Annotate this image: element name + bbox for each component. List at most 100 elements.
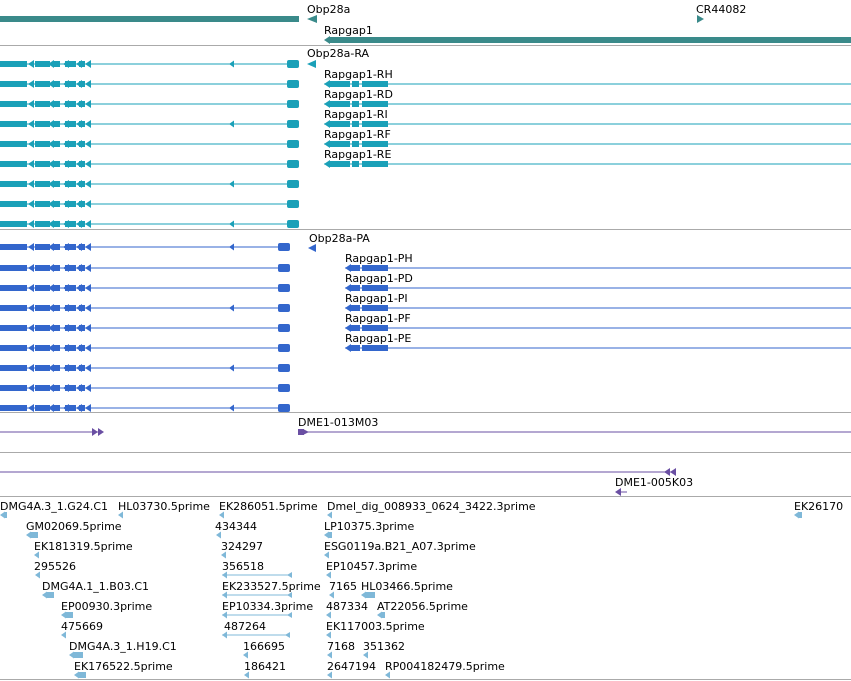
exon-block[interactable] bbox=[287, 200, 299, 208]
exon-block[interactable] bbox=[350, 285, 360, 291]
exon-block[interactable] bbox=[0, 325, 27, 331]
exon-block[interactable] bbox=[53, 405, 60, 411]
exon-block[interactable] bbox=[287, 100, 299, 108]
exon-block[interactable] bbox=[65, 345, 76, 351]
clone-bar[interactable] bbox=[298, 429, 304, 435]
exon-block[interactable] bbox=[0, 161, 27, 167]
exon-block[interactable] bbox=[35, 345, 50, 351]
left-arrow-icon[interactable] bbox=[307, 15, 317, 23]
exon-block[interactable] bbox=[65, 201, 76, 207]
exon-block[interactable] bbox=[350, 265, 360, 271]
exon-block[interactable] bbox=[362, 81, 388, 87]
est-block[interactable] bbox=[79, 672, 86, 678]
exon-block[interactable] bbox=[278, 404, 290, 412]
exon-block[interactable] bbox=[53, 244, 60, 250]
exon-block[interactable] bbox=[287, 220, 299, 228]
exon-block[interactable] bbox=[330, 81, 350, 87]
est-block[interactable] bbox=[329, 532, 332, 538]
exon-block[interactable] bbox=[53, 181, 60, 187]
exon-block[interactable] bbox=[65, 141, 76, 147]
exon-block[interactable] bbox=[0, 244, 27, 250]
exon-block[interactable] bbox=[35, 305, 50, 311]
exon-block[interactable] bbox=[0, 221, 27, 227]
est-block[interactable] bbox=[799, 512, 802, 518]
exon-block[interactable] bbox=[0, 101, 27, 107]
exon-block[interactable] bbox=[65, 305, 76, 311]
exon-block[interactable] bbox=[0, 81, 27, 87]
exon-block[interactable] bbox=[0, 121, 27, 127]
exon-block[interactable] bbox=[65, 244, 76, 250]
exon-block[interactable] bbox=[278, 243, 290, 251]
exon-block[interactable] bbox=[65, 221, 76, 227]
exon-block[interactable] bbox=[35, 61, 50, 67]
exon-block[interactable] bbox=[362, 305, 388, 311]
exon-block[interactable] bbox=[0, 285, 27, 291]
exon-block[interactable] bbox=[53, 81, 60, 87]
exon-block[interactable] bbox=[362, 101, 388, 107]
exon-block[interactable] bbox=[35, 201, 50, 207]
exon-block[interactable] bbox=[65, 181, 76, 187]
exon-block[interactable] bbox=[278, 364, 290, 372]
exon-block[interactable] bbox=[53, 345, 60, 351]
exon-block[interactable] bbox=[330, 161, 350, 167]
exon-block[interactable] bbox=[330, 121, 350, 127]
est-block[interactable] bbox=[47, 592, 54, 598]
exon-block[interactable] bbox=[65, 325, 76, 331]
exon-block[interactable] bbox=[65, 121, 76, 127]
exon-block[interactable] bbox=[53, 305, 60, 311]
exon-block[interactable] bbox=[53, 265, 60, 271]
exon-block[interactable] bbox=[35, 221, 50, 227]
exon-block[interactable] bbox=[362, 141, 388, 147]
est-block[interactable] bbox=[74, 652, 83, 658]
exon-block[interactable] bbox=[0, 141, 27, 147]
exon-block[interactable] bbox=[65, 265, 76, 271]
right-arrow-icon[interactable] bbox=[697, 15, 704, 23]
exon-block[interactable] bbox=[35, 141, 50, 147]
exon-block[interactable] bbox=[35, 265, 50, 271]
exon-block[interactable] bbox=[278, 284, 290, 292]
exon-block[interactable] bbox=[35, 285, 50, 291]
est-block[interactable] bbox=[366, 592, 375, 598]
exon-block[interactable] bbox=[0, 365, 27, 371]
exon-block[interactable] bbox=[287, 80, 299, 88]
est-block[interactable] bbox=[66, 612, 73, 618]
exon-block[interactable] bbox=[0, 181, 27, 187]
exon-block[interactable] bbox=[352, 161, 359, 167]
exon-block[interactable] bbox=[350, 305, 360, 311]
exon-block[interactable] bbox=[53, 101, 60, 107]
exon-block[interactable] bbox=[65, 405, 76, 411]
exon-block[interactable] bbox=[278, 384, 290, 392]
est-block[interactable] bbox=[382, 612, 385, 618]
exon-block[interactable] bbox=[352, 141, 359, 147]
exon-block[interactable] bbox=[362, 121, 388, 127]
exon-block[interactable] bbox=[0, 201, 27, 207]
exon-block[interactable] bbox=[65, 161, 76, 167]
exon-block[interactable] bbox=[35, 365, 50, 371]
exon-block[interactable] bbox=[53, 325, 60, 331]
exon-block[interactable] bbox=[65, 365, 76, 371]
exon-block[interactable] bbox=[287, 140, 299, 148]
exon-block[interactable] bbox=[35, 101, 50, 107]
exon-block[interactable] bbox=[362, 325, 388, 331]
exon-block[interactable] bbox=[0, 305, 27, 311]
exon-block[interactable] bbox=[65, 285, 76, 291]
exon-block[interactable] bbox=[53, 141, 60, 147]
exon-block[interactable] bbox=[362, 285, 388, 291]
exon-block[interactable] bbox=[35, 81, 50, 87]
exon-block[interactable] bbox=[330, 101, 350, 107]
exon-block[interactable] bbox=[65, 385, 76, 391]
exon-block[interactable] bbox=[53, 385, 60, 391]
exon-block[interactable] bbox=[352, 101, 359, 107]
exon-block[interactable] bbox=[53, 161, 60, 167]
exon-block[interactable] bbox=[53, 121, 60, 127]
exon-block[interactable] bbox=[53, 201, 60, 207]
exon-block[interactable] bbox=[362, 161, 388, 167]
exon-block[interactable] bbox=[53, 221, 60, 227]
exon-block[interactable] bbox=[362, 265, 388, 271]
exon-block[interactable] bbox=[65, 81, 76, 87]
exon-block[interactable] bbox=[352, 81, 359, 87]
exon-block[interactable] bbox=[362, 345, 388, 351]
exon-block[interactable] bbox=[0, 265, 27, 271]
exon-block[interactable] bbox=[278, 344, 290, 352]
exon-block[interactable] bbox=[65, 101, 76, 107]
